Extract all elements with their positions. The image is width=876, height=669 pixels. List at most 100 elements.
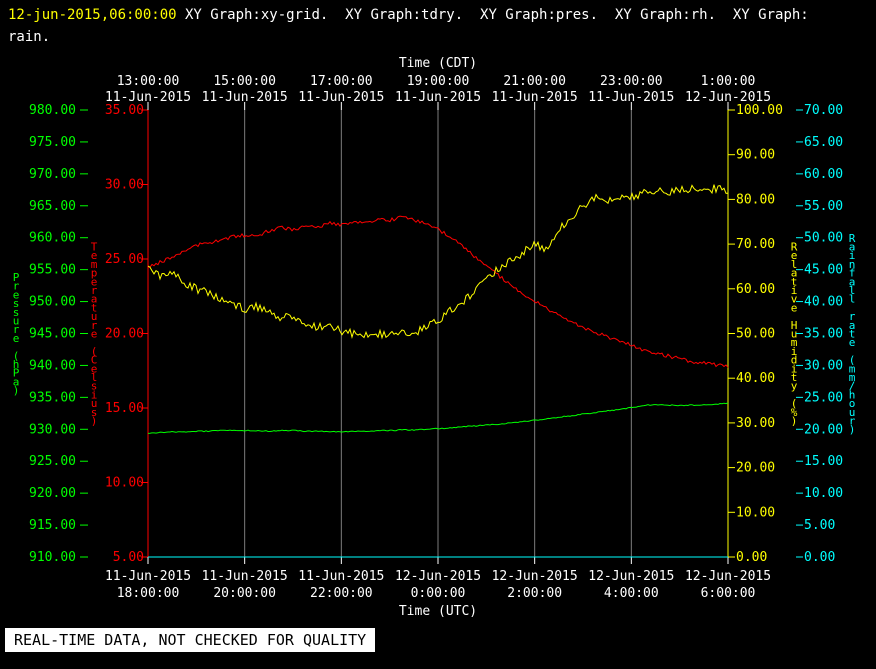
svg-text:70.00: 70.00 <box>736 237 775 252</box>
svg-text:P: P <box>13 271 20 284</box>
svg-text:a: a <box>791 267 798 280</box>
svg-text:s: s <box>13 297 20 310</box>
svg-text:f: f <box>849 267 856 280</box>
window-title: 12-jun-2015,06:00:00 XY Graph:xy-grid. X… <box>8 4 809 48</box>
svg-text:l: l <box>849 293 856 306</box>
svg-text:i: i <box>849 249 856 262</box>
svg-text:50.00: 50.00 <box>804 231 843 246</box>
svg-text:m: m <box>849 371 856 384</box>
svg-text:20:00:00: 20:00:00 <box>213 586 276 601</box>
svg-text:15:00:00: 15:00:00 <box>213 74 276 89</box>
svg-text:19:00:00: 19:00:00 <box>407 74 470 89</box>
title-graph-list: XY Graph:xy-grid. XY Graph:tdry. XY Grap… <box>176 7 809 23</box>
svg-text:35.00: 35.00 <box>804 327 843 342</box>
svg-text:u: u <box>91 310 98 323</box>
svg-text:i: i <box>791 362 798 375</box>
svg-text:55.00: 55.00 <box>804 199 843 214</box>
svg-text:i: i <box>791 345 798 358</box>
svg-text:17:00:00: 17:00:00 <box>310 74 373 89</box>
svg-text:d: d <box>791 354 798 367</box>
svg-text:11-Jun-2015: 11-Jun-2015 <box>105 569 191 584</box>
svg-text:4:00:00: 4:00:00 <box>604 586 659 601</box>
svg-text:r: r <box>13 323 20 336</box>
svg-text:975.00: 975.00 <box>29 135 76 150</box>
svg-text:15.00: 15.00 <box>804 454 843 469</box>
svg-text:l: l <box>849 284 856 297</box>
svg-text:u: u <box>13 314 20 327</box>
svg-text:45.00: 45.00 <box>804 263 843 278</box>
svg-text:30.00: 30.00 <box>804 358 843 373</box>
svg-text:15.00: 15.00 <box>105 401 144 416</box>
svg-text:(: ( <box>13 349 20 362</box>
svg-text:930.00: 930.00 <box>29 422 76 437</box>
svg-text:(: ( <box>91 345 98 358</box>
svg-text:R: R <box>791 241 798 254</box>
svg-text:P: P <box>13 367 20 380</box>
svg-text:925.00: 925.00 <box>29 454 76 469</box>
svg-text:l: l <box>791 258 798 271</box>
svg-text:): ) <box>849 423 856 436</box>
svg-text:e: e <box>91 328 98 341</box>
svg-text:10.00: 10.00 <box>736 505 775 520</box>
svg-text:25.00: 25.00 <box>105 252 144 267</box>
svg-text:1:00:00: 1:00:00 <box>701 74 756 89</box>
svg-text:/: / <box>849 380 856 393</box>
svg-text:s: s <box>13 306 20 319</box>
svg-text:5.00: 5.00 <box>113 550 144 565</box>
svg-text:5.00: 5.00 <box>804 518 835 533</box>
svg-text:18:00:00: 18:00:00 <box>117 586 180 601</box>
svg-text:n: n <box>849 258 856 271</box>
svg-text:12-Jun-2015: 12-Jun-2015 <box>685 90 771 105</box>
svg-text:100.00: 100.00 <box>736 103 783 118</box>
svg-text:6:00:00: 6:00:00 <box>701 586 756 601</box>
svg-text:11-Jun-2015: 11-Jun-2015 <box>588 90 674 105</box>
svg-text:0.00: 0.00 <box>736 550 767 565</box>
svg-text:945.00: 945.00 <box>29 327 76 342</box>
svg-text:21:00:00: 21:00:00 <box>503 74 566 89</box>
svg-text:50.00: 50.00 <box>736 327 775 342</box>
svg-text:12-Jun-2015: 12-Jun-2015 <box>685 569 771 584</box>
svg-text:(: ( <box>791 397 798 410</box>
svg-text:a: a <box>91 293 98 306</box>
svg-text:30.00: 30.00 <box>105 178 144 193</box>
svg-text:0:00:00: 0:00:00 <box>411 586 466 601</box>
svg-text:C: C <box>91 354 98 367</box>
svg-text:11-Jun-2015: 11-Jun-2015 <box>492 90 578 105</box>
svg-text:%: % <box>791 406 798 419</box>
svg-text:935.00: 935.00 <box>29 390 76 405</box>
svg-text:940.00: 940.00 <box>29 358 76 373</box>
svg-text:970.00: 970.00 <box>29 167 76 182</box>
svg-text:e: e <box>791 249 798 262</box>
svg-text:e: e <box>91 362 98 375</box>
svg-text:12-Jun-2015: 12-Jun-2015 <box>395 569 481 584</box>
svg-text:h: h <box>13 358 20 371</box>
title-timestamp: 12-jun-2015,06:00:00 <box>8 7 177 23</box>
svg-text:920.00: 920.00 <box>29 486 76 501</box>
svg-text:): ) <box>791 415 798 428</box>
svg-text:r: r <box>13 280 20 293</box>
svg-text:40.00: 40.00 <box>736 371 775 386</box>
svg-text:s: s <box>91 406 98 419</box>
svg-text:2:00:00: 2:00:00 <box>507 586 562 601</box>
svg-text:R: R <box>849 232 856 245</box>
svg-text:u: u <box>791 328 798 341</box>
svg-text:0.00: 0.00 <box>804 550 835 565</box>
svg-text:915.00: 915.00 <box>29 518 76 533</box>
svg-text:12-Jun-2015: 12-Jun-2015 <box>588 569 674 584</box>
svg-text:960.00: 960.00 <box>29 231 76 246</box>
svg-text:): ) <box>13 384 20 397</box>
svg-text:60.00: 60.00 <box>736 282 775 297</box>
svg-text:e: e <box>13 288 20 301</box>
svg-text:e: e <box>91 249 98 262</box>
svg-text:30.00: 30.00 <box>736 416 775 431</box>
svg-text:13:00:00: 13:00:00 <box>117 74 180 89</box>
svg-text:a: a <box>849 241 856 254</box>
svg-text:80.00: 80.00 <box>736 192 775 207</box>
svg-text:90.00: 90.00 <box>736 148 775 163</box>
svg-text:60.00: 60.00 <box>804 167 843 182</box>
svg-text:o: o <box>849 397 856 410</box>
svg-text:m: m <box>791 336 798 349</box>
svg-text:r: r <box>91 284 98 297</box>
